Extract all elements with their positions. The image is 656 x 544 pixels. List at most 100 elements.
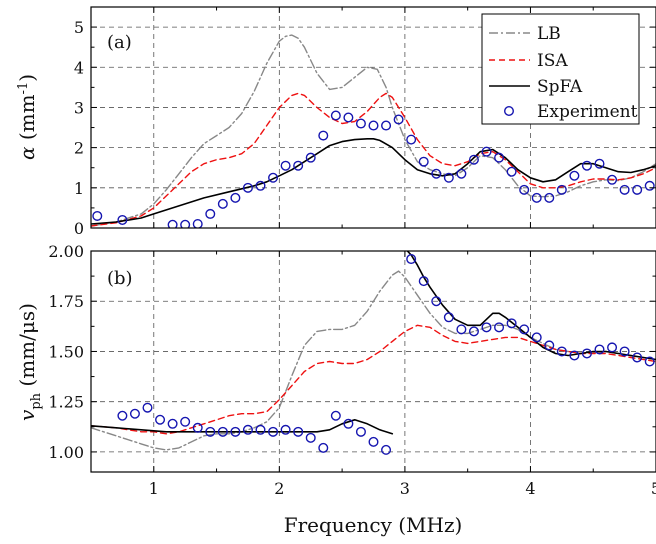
panel-a-experiment-point [456,168,467,179]
panel-a-experiment-point [519,184,530,195]
panel-a-experiment-point [632,184,643,195]
panel-a-experiment-point [255,180,266,191]
panel-a-experiment-point [556,184,567,195]
legend: LB ISA SpFA Experiment [481,13,640,125]
panel-a-ylabel-sup: -1 [16,82,31,95]
panel-b-plot [91,251,656,455]
panel-a-ytick-label-2: 2 [74,139,84,158]
panel-b-experiment-point [180,416,191,427]
panel-a-experiment-point [393,114,404,125]
panel-a-ytick-label-5: 5 [74,18,84,37]
panel-b-experiment-point [594,344,605,355]
panel-a-experiment-point [268,172,279,183]
panel-a-experiment-point [443,172,454,183]
panel-a-experiment-point [117,214,128,225]
panel-b-series-spfa-line [406,251,656,361]
panel-b-series-isa-line [91,324,656,435]
panel-b-experiment-point [129,408,140,419]
panel-b-experiment-point [305,432,316,443]
panel-b-series-spfa-line [91,418,394,435]
panel-b-experiment-point [581,348,592,359]
panel-b-label: (b) [107,268,133,289]
x-tick-label-1: 1 [149,479,159,498]
panel-b-grid [91,251,656,472]
panel-a-experiment-point [406,134,417,145]
panel-b-experiment-point [431,296,442,307]
panel-a-experiment-point [581,160,592,171]
panel-a-experiment-point [531,192,542,203]
panel-b-ytick-label-0: 1.00 [48,443,84,462]
panel-a-frame [90,6,656,229]
panel-b-experiment-point [544,340,555,351]
panel-a-ytick-label-1: 1 [74,179,84,198]
legend-label-spfa: SpFA [537,77,583,97]
panel-b-ylabel: vph (mm/μs) [15,303,44,421]
panel-a-series-isa-line [91,92,656,227]
panel-a-experiment-point [192,218,203,228]
panel-b-experiment-point [330,410,341,421]
panel-a-experiment-point [217,198,228,209]
panel-a-experiment-point [569,170,580,181]
legend-marker-experiment [504,105,515,116]
panel-b-experiment-point [569,350,580,361]
panel-a-experiment-point [180,219,191,228]
panel-b-experiment-point [268,426,279,437]
panel-a-experiment-point [305,152,316,163]
panel-a-experiment-point [431,168,442,179]
panel-a-experiment-point [318,130,329,141]
panel-a-experiment-point [330,110,341,121]
panel-a-experiment-point [167,219,178,228]
x-axis-title: Frequency (MHz) [284,513,463,537]
panel-b-experiment-point [607,342,618,353]
legend-label-isa: ISA [537,51,568,71]
panel-b-experiment-point [343,418,354,429]
panel-a: 0 1 2 3 4 5 (a) α (mm-1) [15,6,656,238]
panel-a-ytick-label-3: 3 [74,98,84,117]
panel-b: 1 2 3 4 5 1.00 1.25 1.50 1.75 2.00 (b) vph (mm/μs… [15,242,656,537]
panel-a-series-spfa-line [91,138,656,225]
panel-b-experiment-point [381,444,392,455]
panel-b-experiment-point [155,414,166,425]
panel-b-ytick-label-3: 1.75 [48,292,84,311]
panel-b-experiment-point [192,422,203,433]
panel-b-experiment-point [494,322,505,333]
x-tick-label-3: 3 [400,479,410,498]
panel-a-ytick-label-0: 0 [74,219,84,238]
panel-a-series-lb-line [91,34,656,227]
panel-a-experiment-point [280,160,291,171]
panel-b-experiment-point [242,424,253,435]
panel-b-experiment-point [167,418,178,429]
panel-b-experiment-point [468,326,479,337]
panel-a-experiment-point [544,192,555,203]
panel-a-ylabel-unit: (mm [15,94,39,146]
panel-b-ylabel-unit: (mm/μs) [15,303,39,393]
panel-b-experiment-point [355,426,366,437]
panel-a-experiment-point [594,158,605,169]
panel-b-ytick-label-2: 1.50 [48,342,84,361]
panel-a-ytick-label-4: 4 [74,58,84,77]
panel-b-ylabel-sub: ph [29,392,44,409]
panel-b-frame [90,250,656,473]
panel-b-series-lb-line [91,270,656,451]
panel-a-label: (a) [107,32,132,53]
panel-b-experiment-point [318,442,329,453]
panel-b-experiment-point [456,324,467,335]
panel-a-experiment-point [343,112,354,123]
panel-a-experiment-point [230,192,241,203]
panel-b-ylabel-symbol: v [15,409,39,421]
panel-a-experiment-point [92,210,103,221]
legend-label-lb: LB [537,24,561,44]
panel-a-experiment-point [481,146,492,157]
panel-b-experiment-point [293,426,304,437]
panel-b-experiment-point [632,352,643,363]
x-tick-label-2: 2 [274,479,284,498]
panel-a-experiment-point [355,118,366,129]
panel-a-experiment-point [242,182,253,193]
panel-b-experiment-point [406,254,417,265]
panel-b-experiment-point [142,402,153,413]
panel-b-experiment-point [531,332,542,343]
x-tick-label-5: 5 [651,479,656,498]
panel-b-experiment-point [217,426,228,437]
panel-b-experiment-point [506,318,517,329]
